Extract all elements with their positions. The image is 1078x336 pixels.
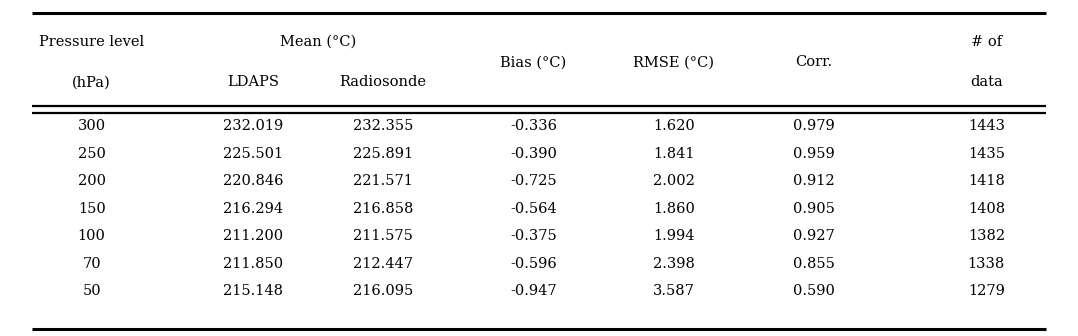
Text: 211.850: 211.850 (223, 257, 284, 271)
Text: 212.447: 212.447 (353, 257, 413, 271)
Text: 100: 100 (78, 229, 106, 243)
Text: 1443: 1443 (968, 119, 1005, 133)
Text: 50: 50 (82, 284, 101, 298)
Text: 1.860: 1.860 (653, 202, 694, 216)
Text: 0.959: 0.959 (793, 146, 834, 161)
Text: 0.912: 0.912 (793, 174, 834, 188)
Text: # of: # of (971, 35, 1001, 49)
Text: 1435: 1435 (968, 146, 1005, 161)
Text: 2.002: 2.002 (653, 174, 694, 188)
Text: Bias (°C): Bias (°C) (500, 55, 567, 69)
Text: 216.095: 216.095 (353, 284, 413, 298)
Text: 70: 70 (82, 257, 101, 271)
Text: -0.596: -0.596 (510, 257, 557, 271)
Text: 0.979: 0.979 (793, 119, 834, 133)
Text: 1418: 1418 (968, 174, 1005, 188)
Text: 1.841: 1.841 (653, 146, 694, 161)
Text: 1279: 1279 (968, 284, 1005, 298)
Text: -0.390: -0.390 (510, 146, 557, 161)
Text: 150: 150 (78, 202, 106, 216)
Text: data: data (970, 75, 1003, 89)
Text: (hPa): (hPa) (72, 75, 111, 89)
Text: 1408: 1408 (968, 202, 1005, 216)
Text: 0.927: 0.927 (793, 229, 834, 243)
Text: Mean (°C): Mean (°C) (280, 35, 356, 49)
Text: 211.200: 211.200 (223, 229, 284, 243)
Text: 225.501: 225.501 (223, 146, 284, 161)
Text: Pressure level: Pressure level (39, 35, 144, 49)
Text: 232.355: 232.355 (353, 119, 413, 133)
Text: 300: 300 (78, 119, 106, 133)
Text: 215.148: 215.148 (223, 284, 284, 298)
Text: -0.725: -0.725 (510, 174, 557, 188)
Text: 0.590: 0.590 (793, 284, 834, 298)
Text: 250: 250 (78, 146, 106, 161)
Text: Corr.: Corr. (796, 55, 832, 69)
Text: 1338: 1338 (968, 257, 1005, 271)
Text: 0.855: 0.855 (793, 257, 834, 271)
Text: LDAPS: LDAPS (227, 75, 279, 89)
Text: -0.375: -0.375 (510, 229, 557, 243)
Text: 1.994: 1.994 (653, 229, 694, 243)
Text: Radiosonde: Radiosonde (340, 75, 426, 89)
Text: 216.294: 216.294 (223, 202, 284, 216)
Text: -0.336: -0.336 (510, 119, 557, 133)
Text: 221.571: 221.571 (353, 174, 413, 188)
Text: 2.398: 2.398 (653, 257, 694, 271)
Text: 3.587: 3.587 (653, 284, 694, 298)
Text: 216.858: 216.858 (353, 202, 413, 216)
Text: 211.575: 211.575 (353, 229, 413, 243)
Text: 232.019: 232.019 (223, 119, 284, 133)
Text: 200: 200 (78, 174, 106, 188)
Text: 225.891: 225.891 (353, 146, 413, 161)
Text: 0.905: 0.905 (793, 202, 834, 216)
Text: RMSE (°C): RMSE (°C) (633, 55, 715, 69)
Text: 1382: 1382 (968, 229, 1005, 243)
Text: 1.620: 1.620 (653, 119, 694, 133)
Text: 220.846: 220.846 (223, 174, 284, 188)
Text: -0.947: -0.947 (510, 284, 557, 298)
Text: -0.564: -0.564 (510, 202, 557, 216)
